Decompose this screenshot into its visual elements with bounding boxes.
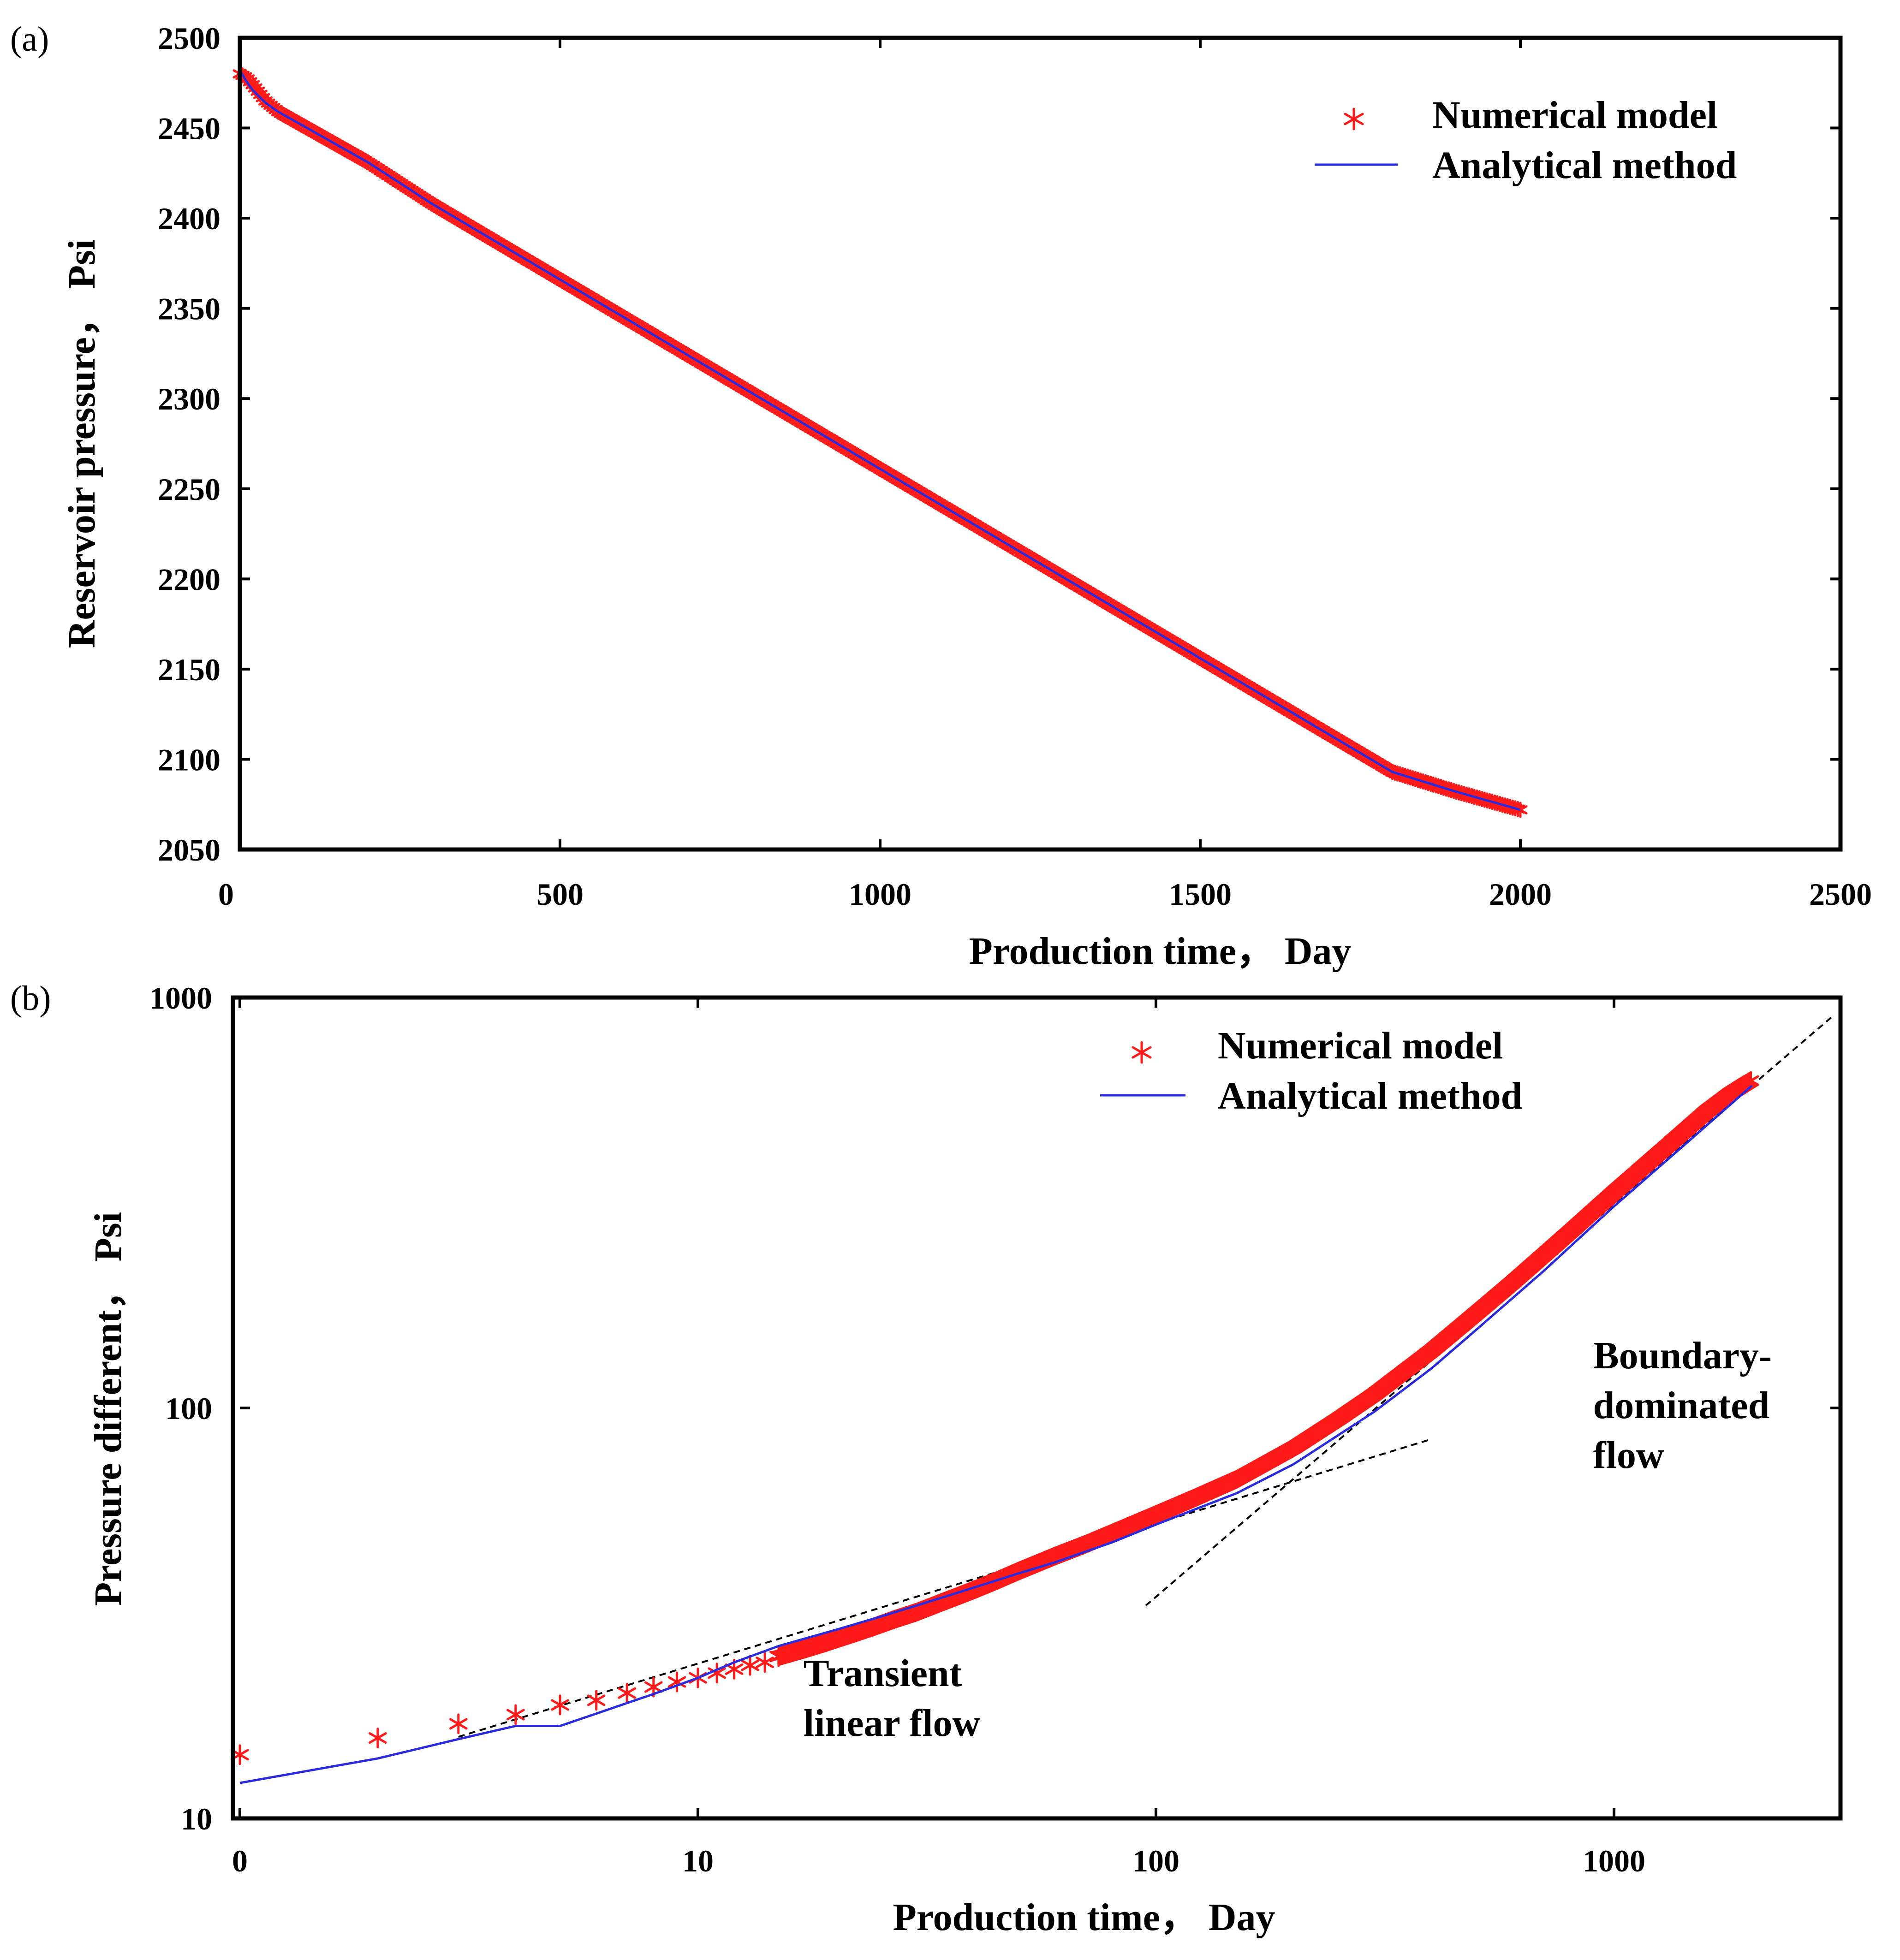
chart-b-annotation-line: linear flow [804, 1702, 981, 1745]
chart-a-legend-star-marker [1344, 107, 1364, 131]
chart-b-ticks: 0 10 100 1000 10 100 1000 [149, 980, 1840, 1878]
chart-a-x-tick-label: 1500 [1169, 877, 1232, 912]
chart-a-marks [232, 65, 1528, 818]
chart-b-legend-entry-analytical: Analytical method [1218, 1075, 1522, 1117]
chart-b-numerical-point [506, 1704, 525, 1725]
chart-a-y-tick-label: 2050 [158, 832, 220, 867]
chart-b-x-axis-title: Production time， Day [893, 1896, 1275, 1939]
chart-b-numerical-point [551, 1694, 569, 1716]
chart-b-x-tick-label: 1000 [1583, 1843, 1645, 1878]
chart-a-y-tick-label: 2250 [158, 472, 220, 507]
chart-a-x-tick-label: 500 [536, 877, 584, 912]
chart-b-numerical-point [587, 1690, 606, 1711]
chart-a-y-tick-label: 2100 [158, 742, 220, 777]
chart-a-x-tick-label: 2500 [1809, 877, 1872, 912]
chart-a-legend: Numerical model Analytical method [1315, 94, 1737, 187]
chart-b-x-tick-label: 10 [682, 1843, 714, 1878]
chart-a-legend-star [1344, 107, 1364, 131]
chart-b-annotation-1: Boundary-dominated flow [1593, 1334, 1772, 1477]
chart-b-legend-entry-numerical: Numerical model [1218, 1024, 1503, 1067]
chart-b-numerical-point [667, 1671, 686, 1693]
chart-b-marks [231, 1071, 1759, 1784]
panel-label-a: (a) [10, 20, 49, 59]
chart-b-numerical-point [741, 1655, 759, 1676]
chart-a-x-tick-label: 0 [218, 877, 234, 912]
chart-b-series-analytical-line [239, 1085, 1753, 1784]
chart-b-annotation-line: Transient [804, 1652, 962, 1695]
chart-b-numerical-point [449, 1713, 468, 1734]
chart-a-y-tick-label: 2500 [158, 21, 220, 56]
chart-b-annotation-line: flow [1593, 1434, 1664, 1477]
chart-a-y-tick-label: 2350 [158, 291, 220, 327]
chart-b-annotations: Transient linear flow Boundary-dominated fl… [804, 1334, 1772, 1745]
chart-a-legend-entry-analytical: Analytical method [1432, 144, 1737, 187]
chart-a-ticks: 0 500 1000 1500 2000 2500 2050 2100 2150 2200 2250… [158, 21, 1872, 912]
chart-a-y-tick-label: 2300 [158, 381, 220, 416]
chart-b-guide-line [458, 1438, 1432, 1738]
chart-b-x-tick-label: 100 [1132, 1843, 1179, 1878]
chart-b-x-tick-label: 0 [232, 1843, 248, 1878]
chart-b-y-tick-label: 1000 [149, 980, 212, 1016]
chart-b-annotation-0: Transient linear flow [804, 1652, 981, 1745]
chart-a-x-tick-label: 1000 [849, 877, 911, 912]
chart-b: (b) 0 10 100 1000 10 100 1000 Production time，… [10, 979, 1843, 1939]
chart-b-annotation-line: dominated [1593, 1384, 1770, 1427]
chart-b-numerical-point [756, 1652, 774, 1673]
chart-a-y-tick-label: 2450 [158, 111, 220, 146]
chart-b-legend: Numerical model Analytical method [1100, 1024, 1522, 1117]
chart-b-series-numerical [231, 1071, 1759, 1765]
chart-b-annotation-line: Boundary- [1593, 1334, 1772, 1377]
chart-a-x-tick-label: 2000 [1489, 877, 1552, 912]
chart-b-legend-star-marker [1132, 1041, 1152, 1064]
chart-a-plot-frame [238, 36, 1843, 852]
chart-b-numerical-point [618, 1682, 636, 1704]
chart-a-legend-entry-numerical: Numerical model [1432, 94, 1717, 137]
chart-b-y-tick-label: 100 [165, 1391, 212, 1426]
chart-b-numerical-point [708, 1663, 726, 1684]
chart-a-y-tick-label: 2400 [158, 201, 220, 236]
chart-b-numerical-point [369, 1728, 387, 1749]
chart-a: (a) 0 500 1000 1500 2000 2500 2050 2100 2150 2200… [10, 20, 1872, 973]
chart-a-y-tick-label: 2150 [158, 652, 220, 687]
chart-b-legend-star [1132, 1041, 1152, 1064]
chart-a-y-axis-title: Reservoir pressure， Psi [60, 239, 103, 648]
chart-b-y-axis-title: Pressure different， Psi [87, 1212, 130, 1606]
chart-a-y-tick-label: 2200 [158, 562, 220, 597]
chart-a-x-axis-title: Production time， Day [969, 930, 1351, 973]
chart-a-series-analytical-line [238, 70, 1521, 811]
panel-label-b: (b) [10, 979, 51, 1018]
chart-b-y-tick-label: 10 [181, 1801, 212, 1836]
